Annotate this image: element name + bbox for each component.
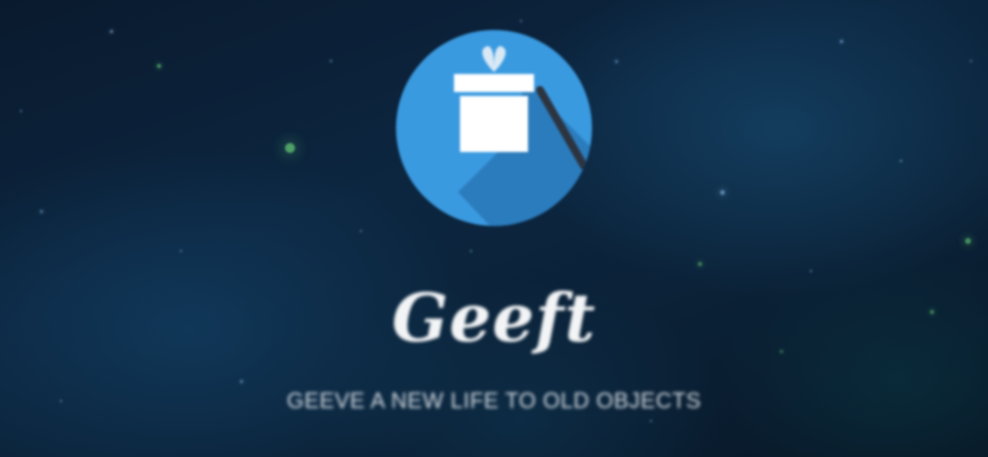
star-decoration [60, 400, 62, 402]
star-decoration [615, 60, 618, 63]
star-decoration [720, 190, 725, 195]
star-decoration [180, 250, 182, 252]
star-decoration [430, 320, 432, 322]
star-decoration [285, 143, 295, 153]
tagline: GEEVE A NEW LIFE TO OLD OBJECTS [286, 388, 702, 413]
star-decoration [900, 160, 902, 162]
star-decoration [970, 60, 972, 62]
star-decoration [110, 30, 113, 33]
star-decoration [840, 40, 843, 43]
brand-name: Geeft [391, 279, 597, 357]
star-decoration [965, 238, 971, 244]
star-decoration [360, 230, 362, 232]
star-decoration [470, 250, 472, 252]
star-decoration [780, 350, 783, 353]
star-decoration [40, 210, 43, 213]
star-decoration [330, 60, 332, 62]
star-decoration [20, 110, 22, 112]
gift-box-icon [396, 30, 592, 226]
star-decoration [157, 64, 161, 68]
star-decoration [810, 270, 812, 272]
star-decoration [520, 20, 522, 22]
star-decoration [650, 420, 652, 422]
star-decoration [930, 310, 934, 314]
star-decoration [240, 380, 243, 383]
star-decoration [698, 262, 702, 266]
